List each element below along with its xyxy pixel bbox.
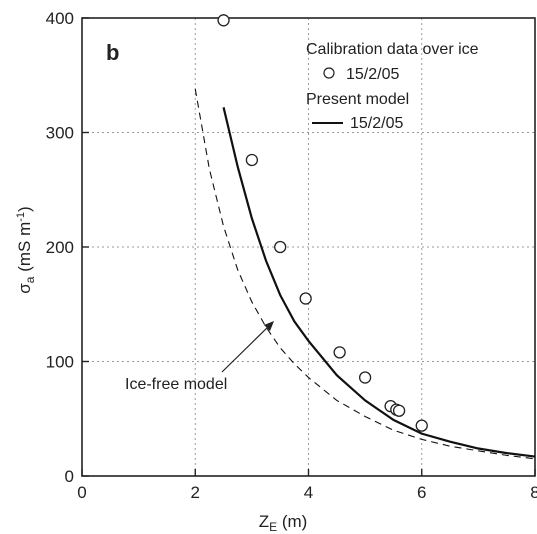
- legend-group2-entry: 15/2/05: [350, 115, 403, 132]
- y-axis-label-sup: -1: [15, 212, 27, 222]
- calibration-data-point: [274, 240, 287, 254]
- ice-free-model-line: [194, 88, 536, 460]
- present-model-line: [222, 107, 536, 458]
- y-axis-label: σa (mS m-1): [15, 206, 37, 293]
- x-axis-label-main: Z: [259, 512, 269, 531]
- x-axis-label-sub: E: [269, 520, 277, 534]
- x-axis-label: ZE (m): [259, 512, 308, 534]
- y-tick-label: 300: [46, 124, 74, 143]
- legend-group1-title: Calibration data over ice: [306, 41, 479, 58]
- y-tick-label: 0: [65, 467, 74, 486]
- calibration-data-point: [245, 153, 259, 167]
- annotation-arrow-shaft: [221, 322, 273, 373]
- legend-group2-title: Present model: [306, 91, 409, 108]
- y-tick-label: 100: [46, 353, 74, 372]
- x-tick-label: 8: [530, 483, 537, 502]
- y-axis-label-symbol: σ: [15, 283, 34, 294]
- grid-layer: [82, 18, 535, 476]
- y-axis-label-unit: (mS m: [15, 222, 34, 277]
- y-tick-label: 200: [46, 238, 74, 257]
- y-axis-label-sub: a: [23, 276, 37, 283]
- y-axis-label-close: ): [15, 206, 34, 212]
- calibration-data-point: [299, 292, 312, 305]
- calibration-data-point: [358, 371, 372, 384]
- calibration-data-point: [217, 14, 230, 27]
- x-tick-label: 0: [77, 483, 86, 502]
- x-tick-label: 4: [304, 483, 313, 502]
- ice-free-annotation: Ice-free model: [125, 376, 227, 393]
- calibration-data-point: [392, 404, 406, 417]
- x-axis-label-unit: (m): [277, 512, 307, 531]
- y-tick-label: 400: [46, 9, 74, 28]
- tick-layer: 0 2 4 6 8 0 100 200 300 400: [46, 9, 537, 502]
- legend-group1-entry: 15/2/05: [346, 66, 399, 83]
- legend: Calibration data over ice 15/2/05 Presen…: [306, 41, 479, 132]
- legend-circle-marker: [323, 67, 335, 79]
- x-tick-label: 6: [417, 483, 426, 502]
- series-layer: [194, 14, 536, 460]
- panel-label: b: [106, 40, 119, 65]
- calibration-data-point: [333, 346, 346, 359]
- x-tick-label: 2: [191, 483, 200, 502]
- calibration-data-point: [415, 419, 428, 432]
- annotation-arrowhead: [264, 321, 274, 331]
